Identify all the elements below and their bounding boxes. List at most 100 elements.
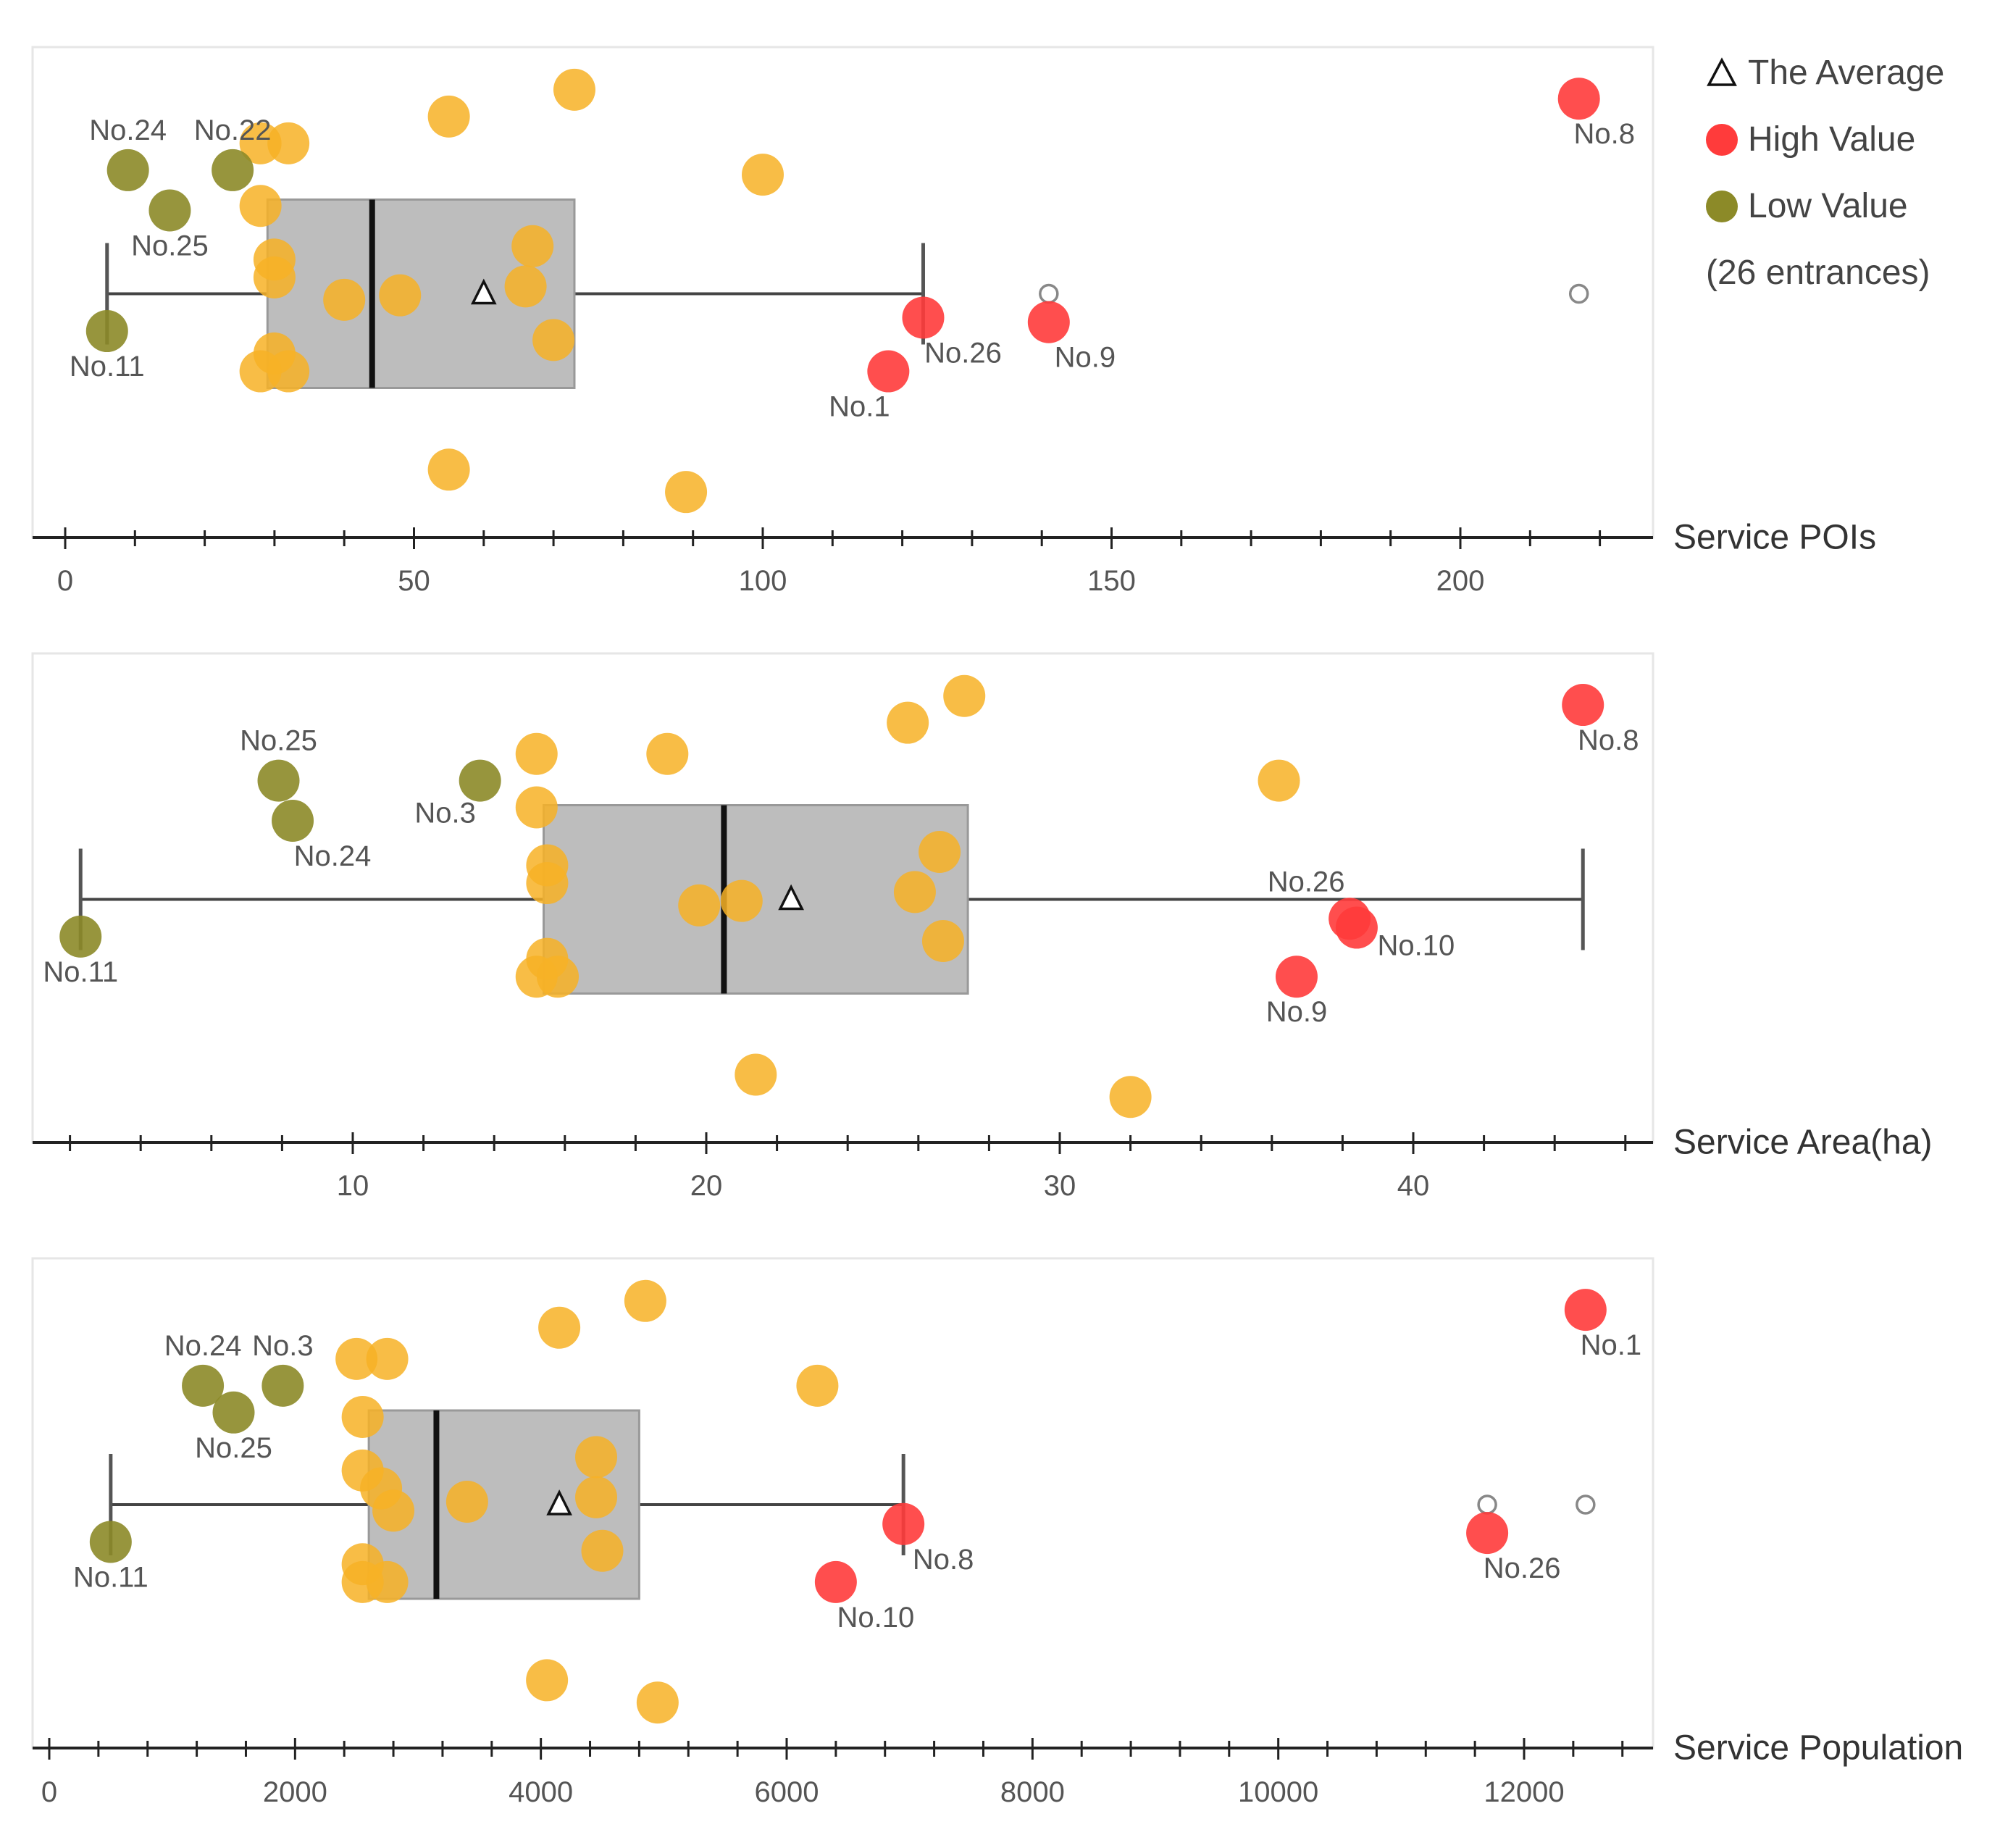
data-point-normal bbox=[532, 319, 575, 361]
data-point-high bbox=[1557, 78, 1600, 120]
point-label: No.3 bbox=[252, 1330, 314, 1362]
point-label: No.26 bbox=[1484, 1552, 1561, 1584]
data-point-normal bbox=[796, 1364, 839, 1407]
legend: The Average High Value Low Value (26 ent… bbox=[1706, 40, 1944, 306]
x-tick-label: 6000 bbox=[755, 1776, 819, 1808]
data-point-low bbox=[261, 1364, 304, 1407]
data-point-normal bbox=[335, 1337, 378, 1380]
data-point-normal bbox=[581, 1529, 624, 1572]
data-point-normal bbox=[537, 956, 580, 998]
point-label: No.25 bbox=[195, 1432, 272, 1464]
data-point-normal bbox=[575, 1436, 618, 1479]
data-point-low bbox=[459, 759, 501, 802]
data-point-normal bbox=[1258, 759, 1300, 802]
point-label: No.25 bbox=[131, 230, 209, 262]
red-dot-icon bbox=[1706, 124, 1738, 156]
point-label: No.8 bbox=[1573, 118, 1635, 150]
data-point-low bbox=[148, 189, 191, 232]
data-point-normal bbox=[511, 225, 554, 267]
data-point-high bbox=[1564, 1289, 1607, 1331]
olive-dot-icon bbox=[1706, 191, 1738, 222]
point-label: No.24 bbox=[89, 114, 167, 146]
data-point-normal bbox=[341, 1395, 384, 1438]
legend-high-label: High Value bbox=[1748, 120, 1916, 159]
data-point-high bbox=[1275, 956, 1318, 998]
point-label: No.10 bbox=[1378, 930, 1455, 962]
x-tick-label: 200 bbox=[1436, 565, 1485, 597]
data-point-normal bbox=[267, 350, 310, 393]
data-point-normal bbox=[427, 448, 470, 491]
x-tick-label: 0 bbox=[57, 565, 73, 597]
data-point-low bbox=[89, 1521, 132, 1563]
data-point-low bbox=[59, 915, 102, 958]
data-point-low bbox=[257, 759, 300, 802]
data-point-high bbox=[867, 350, 910, 393]
data-point-normal bbox=[553, 68, 595, 111]
point-label: No.11 bbox=[70, 351, 145, 382]
point-label: No.10 bbox=[837, 1602, 914, 1634]
data-point-normal bbox=[427, 95, 470, 138]
point-label: No.26 bbox=[1268, 866, 1345, 898]
outlier-marker bbox=[1477, 1494, 1497, 1515]
data-point-normal bbox=[379, 274, 422, 317]
x-tick-label: 100 bbox=[739, 565, 787, 597]
data-point-high bbox=[1027, 301, 1070, 343]
point-label: No.24 bbox=[294, 840, 372, 872]
data-point-normal bbox=[504, 265, 547, 308]
data-point-normal bbox=[253, 256, 296, 298]
data-point-normal bbox=[919, 831, 961, 873]
data-point-high bbox=[902, 296, 945, 339]
data-point-normal bbox=[366, 1560, 409, 1603]
mean-triangle-icon bbox=[778, 884, 804, 911]
data-point-normal bbox=[366, 1337, 409, 1380]
point-label: No.22 bbox=[194, 114, 272, 146]
data-point-normal bbox=[515, 786, 558, 829]
point-label: No.11 bbox=[73, 1561, 148, 1593]
data-point-normal bbox=[678, 884, 721, 927]
data-point-normal bbox=[515, 732, 558, 775]
data-point-normal bbox=[624, 1279, 666, 1322]
legend-count-label: (26 entrances) bbox=[1706, 254, 1930, 292]
data-point-normal bbox=[646, 732, 689, 775]
data-point-high bbox=[1466, 1512, 1509, 1555]
x-tick-label: 12000 bbox=[1484, 1776, 1564, 1808]
x-tick-label: 20 bbox=[690, 1170, 723, 1202]
x-tick-label: 50 bbox=[398, 565, 430, 597]
x-tick-label: 30 bbox=[1044, 1170, 1076, 1202]
data-point-high bbox=[882, 1502, 925, 1545]
data-point-normal bbox=[372, 1489, 415, 1532]
x-tick-label: 2000 bbox=[263, 1776, 327, 1808]
x-tick-label: 10 bbox=[337, 1170, 369, 1202]
point-label: No.9 bbox=[1266, 996, 1328, 1028]
data-point-normal bbox=[445, 1481, 488, 1523]
x-tick-label: 4000 bbox=[509, 1776, 573, 1808]
point-label: No.24 bbox=[164, 1330, 242, 1362]
x-tick-label: 8000 bbox=[1000, 1776, 1065, 1808]
legend-count: (26 entrances) bbox=[1706, 240, 1944, 306]
point-label: No.8 bbox=[1578, 724, 1639, 756]
x-axis-title: Service Area(ha) bbox=[1673, 1124, 1933, 1162]
data-point-normal bbox=[742, 154, 784, 196]
point-label: No.1 bbox=[1581, 1329, 1642, 1361]
data-point-normal bbox=[538, 1306, 581, 1349]
legend-average: The Average bbox=[1706, 40, 1944, 106]
data-point-normal bbox=[636, 1681, 679, 1724]
outlier-marker bbox=[1568, 283, 1589, 304]
data-point-low bbox=[212, 149, 254, 191]
x-tick-label: 40 bbox=[1397, 1170, 1430, 1202]
data-point-normal bbox=[323, 278, 366, 321]
data-point-normal bbox=[943, 674, 986, 717]
data-point-normal bbox=[921, 920, 964, 962]
x-tick-label: 0 bbox=[41, 1776, 57, 1808]
data-point-normal bbox=[267, 122, 310, 164]
legend-high: High Value bbox=[1706, 106, 1944, 173]
data-point-low bbox=[182, 1364, 225, 1407]
x-axis-title: Service POIs bbox=[1673, 519, 1876, 557]
triangle-icon bbox=[1707, 57, 1737, 86]
point-label: No.9 bbox=[1055, 342, 1116, 374]
point-label: No.3 bbox=[414, 798, 476, 829]
data-point-high bbox=[814, 1560, 857, 1603]
data-point-normal bbox=[893, 871, 936, 913]
